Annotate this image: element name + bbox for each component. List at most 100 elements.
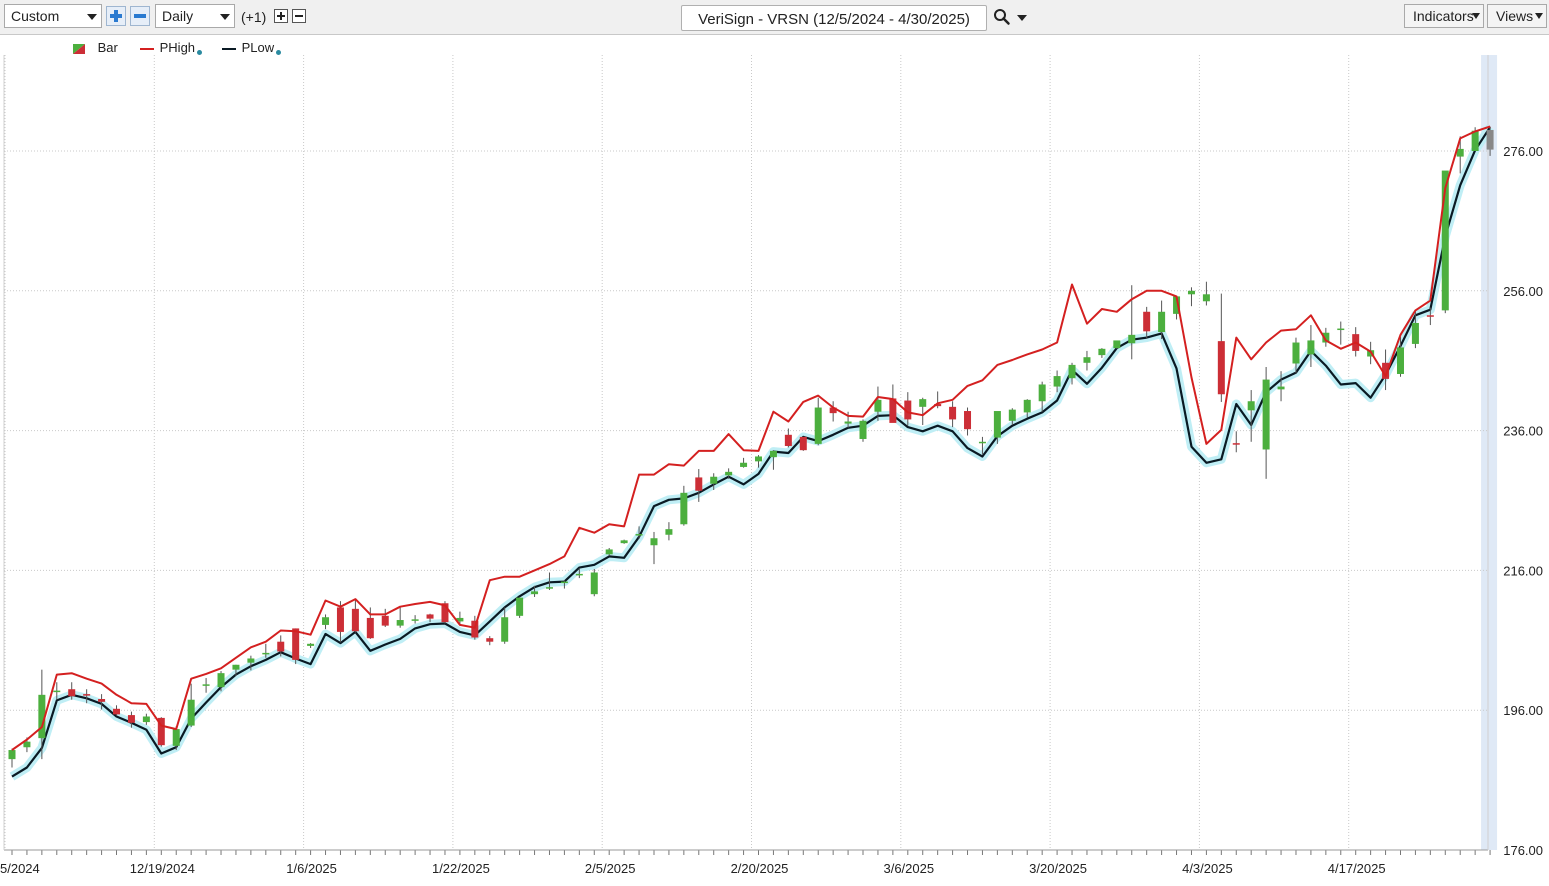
candle-body bbox=[1008, 409, 1016, 421]
candle-body bbox=[635, 534, 643, 536]
x-tick-label: 4/17/2025 bbox=[1328, 861, 1386, 876]
candle-body bbox=[949, 406, 957, 420]
candle-body bbox=[38, 694, 46, 739]
candle-body bbox=[366, 617, 374, 639]
candle-body bbox=[351, 608, 359, 632]
zoom-out-button[interactable] bbox=[130, 6, 150, 26]
candle-body bbox=[262, 652, 270, 655]
chevron-down-icon bbox=[220, 14, 230, 20]
settings-dot-icon[interactable] bbox=[197, 50, 203, 55]
candle-body bbox=[710, 476, 718, 484]
offset-increase-button[interactable] bbox=[274, 9, 288, 23]
interval-select[interactable]: Daily bbox=[155, 4, 235, 28]
price-chart-svg[interactable]: 276.00 256.00 236.00 216.00 196.00 176.00 5/20… bbox=[0, 35, 1549, 883]
candle-body bbox=[516, 597, 524, 616]
candle-body bbox=[889, 398, 897, 423]
candle-body bbox=[769, 450, 777, 458]
range-select[interactable]: Custom bbox=[4, 4, 102, 28]
candle-body bbox=[396, 620, 404, 626]
candle-body bbox=[620, 540, 628, 544]
candle-body bbox=[725, 471, 733, 476]
candle-body bbox=[740, 462, 748, 467]
candle-body bbox=[8, 750, 16, 760]
candle-body bbox=[1262, 379, 1270, 450]
candle-body bbox=[1217, 341, 1225, 395]
candle-body bbox=[456, 617, 464, 622]
candle-body bbox=[98, 699, 106, 702]
y-tick-label: 216.00 bbox=[1503, 563, 1543, 578]
x-tick-label: 4/3/2025 bbox=[1182, 861, 1233, 876]
x-tick-label: 12/19/2024 bbox=[130, 861, 195, 876]
candle-body bbox=[307, 643, 315, 646]
offset-label: (+1) bbox=[241, 9, 267, 25]
candle-body bbox=[1456, 148, 1464, 157]
candle-body bbox=[1396, 347, 1404, 374]
candle-body bbox=[919, 399, 927, 407]
line-swatch-icon bbox=[222, 47, 236, 50]
candle-body bbox=[1337, 328, 1345, 331]
candle-body bbox=[1173, 296, 1181, 314]
candle-body bbox=[874, 399, 882, 412]
candle-body bbox=[829, 407, 837, 414]
candle-body bbox=[1053, 376, 1061, 387]
candle-body bbox=[934, 404, 942, 407]
candle-body bbox=[53, 690, 61, 693]
candle-body bbox=[978, 441, 986, 444]
candle-body bbox=[1411, 322, 1419, 344]
candle-body bbox=[680, 492, 688, 525]
candle-body bbox=[1083, 357, 1091, 363]
zoom-in-button[interactable] bbox=[106, 6, 126, 26]
current-bar-highlight bbox=[1481, 55, 1498, 850]
candle-body bbox=[336, 607, 344, 632]
candle-body bbox=[441, 603, 449, 623]
candle-body bbox=[1382, 362, 1390, 379]
offset-decrease-button[interactable] bbox=[292, 9, 306, 23]
legend-item-bar[interactable]: Bar bbox=[72, 40, 118, 55]
candle-body bbox=[1202, 294, 1210, 302]
candle-body bbox=[590, 572, 598, 595]
candle-body bbox=[232, 664, 240, 670]
candle-body bbox=[501, 617, 509, 642]
x-tick-label: 2/20/2025 bbox=[731, 861, 789, 876]
candle-body bbox=[1441, 170, 1449, 311]
x-tick-label: 3/6/2025 bbox=[883, 861, 934, 876]
indicators-button[interactable]: Indicators bbox=[1404, 4, 1484, 28]
price-chart[interactable]: 276.00 256.00 236.00 216.00 196.00 176.00 5/20… bbox=[0, 35, 1549, 883]
candle-body bbox=[202, 684, 210, 686]
candle-body bbox=[814, 407, 822, 444]
search-button[interactable] bbox=[993, 8, 1029, 26]
y-tick-label: 256.00 bbox=[1503, 284, 1543, 299]
candle-body bbox=[292, 628, 300, 660]
chevron-down-icon bbox=[1472, 13, 1480, 19]
candle-body bbox=[172, 729, 180, 746]
phigh-line bbox=[11, 125, 1491, 751]
candle-body bbox=[1098, 348, 1106, 356]
candle-body bbox=[322, 617, 330, 625]
candle-body bbox=[1247, 401, 1255, 411]
candle-body bbox=[1023, 399, 1031, 413]
candle-body bbox=[1128, 334, 1136, 344]
settings-dot-icon[interactable] bbox=[276, 50, 282, 55]
x-tick-label: 5/2024 bbox=[0, 861, 40, 876]
candle-body bbox=[23, 741, 31, 748]
line-swatch-icon bbox=[140, 47, 154, 50]
candle-body bbox=[426, 614, 434, 619]
y-tick-label: 176.00 bbox=[1503, 843, 1543, 858]
candle-body bbox=[471, 620, 479, 638]
candle-body bbox=[1322, 332, 1330, 343]
candle-body bbox=[142, 716, 150, 723]
candle-body bbox=[1038, 384, 1046, 402]
symbol-title[interactable]: VeriSign - VRSN (12/5/2024 - 4/30/2025) bbox=[681, 5, 987, 31]
candle-body bbox=[964, 411, 972, 430]
interval-select-value: Daily bbox=[162, 8, 194, 24]
candle-body bbox=[1292, 342, 1300, 364]
legend-item-plow[interactable]: PLow bbox=[222, 40, 282, 55]
candle-body bbox=[1277, 386, 1285, 390]
candle-body bbox=[1307, 340, 1315, 355]
y-tick-label: 276.00 bbox=[1503, 144, 1543, 159]
legend-item-phigh[interactable]: PHigh bbox=[140, 40, 203, 55]
candle-body bbox=[113, 708, 121, 715]
views-label: Views bbox=[1496, 8, 1534, 24]
candle-body bbox=[83, 694, 91, 696]
views-button[interactable]: Views bbox=[1487, 4, 1547, 28]
